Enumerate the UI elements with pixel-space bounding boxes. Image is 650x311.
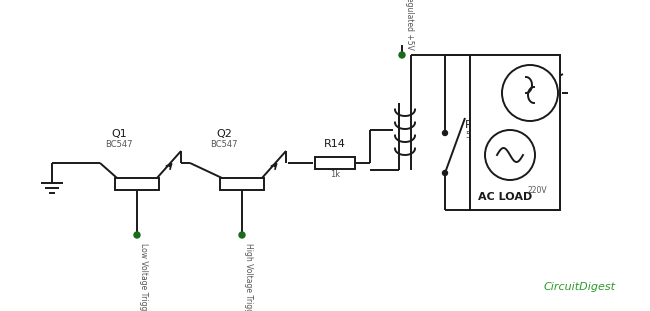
Text: 220V: 220V (528, 186, 547, 195)
Text: Q1: Q1 (111, 129, 127, 139)
Text: 5V: 5V (465, 131, 476, 140)
Circle shape (443, 131, 447, 136)
Text: AC LOAD: AC LOAD (478, 192, 532, 202)
Circle shape (239, 232, 245, 238)
Circle shape (134, 232, 140, 238)
Circle shape (443, 170, 447, 175)
Text: RL1: RL1 (465, 120, 486, 130)
Text: BC547: BC547 (210, 140, 238, 149)
Text: High Voltage Trigger: High Voltage Trigger (244, 243, 253, 311)
Bar (115, 178, 159, 190)
Text: Low Voltage Trigger: Low Voltage Trigger (139, 243, 148, 311)
Circle shape (399, 52, 405, 58)
Text: BC547: BC547 (105, 140, 133, 149)
Text: Regulated +5V: Regulated +5V (405, 0, 414, 50)
Bar (470, 55, 560, 210)
Circle shape (485, 130, 535, 180)
Text: 1k: 1k (330, 170, 340, 179)
Bar (315, 157, 355, 169)
Bar (220, 178, 264, 190)
Circle shape (502, 65, 558, 121)
Text: CircuitDigest: CircuitDigest (544, 282, 616, 292)
Text: Q2: Q2 (216, 129, 232, 139)
Text: R14: R14 (324, 139, 346, 149)
